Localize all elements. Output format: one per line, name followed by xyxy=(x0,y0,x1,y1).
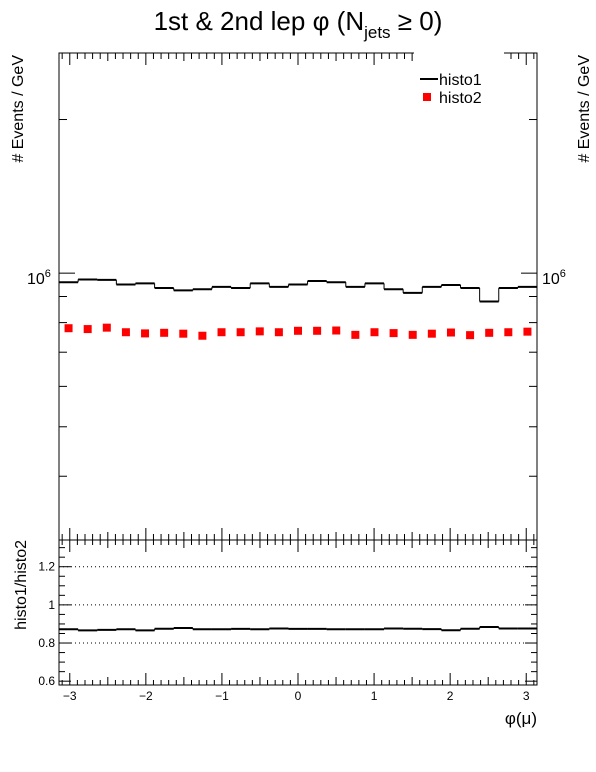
y-axis-title-right: # Events / GeV xyxy=(576,55,593,163)
histo2-marker xyxy=(141,329,150,338)
histo2-marker xyxy=(523,327,532,336)
main-plot-ticks xyxy=(59,53,537,541)
histo2-marker xyxy=(370,328,379,337)
y-axis-title-left: # Events / GeV xyxy=(10,55,27,163)
legend-marker-histo2 xyxy=(423,93,431,101)
ratio-y-tick-label: 1.2 xyxy=(38,560,55,574)
main-plot-pad: 106 106 # Events / GeV # Events / GeV hi… xyxy=(10,46,593,541)
histo2-marker xyxy=(179,329,188,338)
histo2-marker xyxy=(485,328,494,337)
histo2-marker xyxy=(217,328,226,337)
x-tick-label: 3 xyxy=(523,689,530,703)
histo2-marker xyxy=(446,328,455,337)
y-tick-label-1e6-right-base: 10 xyxy=(542,271,560,288)
ratio-y-tick-label: 1 xyxy=(48,598,55,612)
histo2-marker xyxy=(504,328,513,337)
histo2-marker xyxy=(255,327,264,336)
x-tick-label: −2 xyxy=(139,689,153,703)
histo2-marker xyxy=(389,329,398,338)
histo2-marker xyxy=(351,330,360,339)
chart-title: 1st & 2nd lep φ (Njets ≥ 0) xyxy=(154,6,443,42)
histo2-marker xyxy=(102,323,111,332)
chart-title-tail: ≥ 0) xyxy=(391,6,443,36)
y-tick-label-1e6-left-exp: 6 xyxy=(45,268,51,280)
ratio-plot-frame xyxy=(58,539,538,686)
ratio-y-tick-label: 0.6 xyxy=(38,674,55,688)
ratio-plot-series xyxy=(59,626,537,632)
histo2-marker xyxy=(294,326,302,335)
histo2-marker xyxy=(427,329,436,338)
chart-title-main: 1st & 2nd lep φ (N xyxy=(154,6,365,36)
x-tick-label: 2 xyxy=(447,689,454,703)
histo2-marker xyxy=(274,328,283,337)
ratio-plot-tick-labels: 0.6 0.8 1 1.2 −3 −2 −1 0 1 2 3 xyxy=(38,560,530,703)
main-plot-series xyxy=(59,278,537,340)
ratio-plot-ticks xyxy=(59,540,537,685)
histo2-marker xyxy=(332,326,341,335)
histo2-marker xyxy=(160,328,169,337)
chart-title-subscript: jets xyxy=(363,23,390,42)
legend: histo1 histo2 xyxy=(414,46,504,108)
x-tick-label: −1 xyxy=(215,689,229,703)
ratio-y-tick-label: 0.8 xyxy=(38,636,55,650)
histo2-marker xyxy=(313,326,322,335)
y-tick-label-1e6-left-base: 10 xyxy=(27,271,45,288)
histo2-marker xyxy=(466,331,475,340)
main-plot-frame xyxy=(58,52,538,541)
legend-label-histo2: histo2 xyxy=(439,90,482,107)
histo2-marker xyxy=(408,330,417,339)
y-tick-label-1e6-left: 106 xyxy=(27,268,51,288)
histo2-marker xyxy=(198,331,207,340)
x-axis-title: φ(μ) xyxy=(505,709,537,728)
histo2-marker xyxy=(83,325,92,334)
legend-label-histo1: histo1 xyxy=(439,72,482,89)
y-tick-label-1e6-right: 106 xyxy=(542,268,566,288)
histo2-marker xyxy=(64,324,73,333)
histo2-marker xyxy=(236,328,245,337)
ratio-y-axis-title: histo1/histo2 xyxy=(13,540,30,630)
x-tick-label: −3 xyxy=(63,689,77,703)
ratio-plot-pad: 0.6 0.8 1 1.2 −3 −2 −1 0 1 2 3 histo1/histo2 φ(μ) xyxy=(13,539,538,728)
y-tick-label-1e6-right-exp: 6 xyxy=(560,268,566,280)
x-tick-label: 0 xyxy=(295,689,302,703)
histo2-marker xyxy=(121,328,130,337)
x-tick-label: 1 xyxy=(371,689,378,703)
ratio-plot-grid xyxy=(59,566,537,644)
